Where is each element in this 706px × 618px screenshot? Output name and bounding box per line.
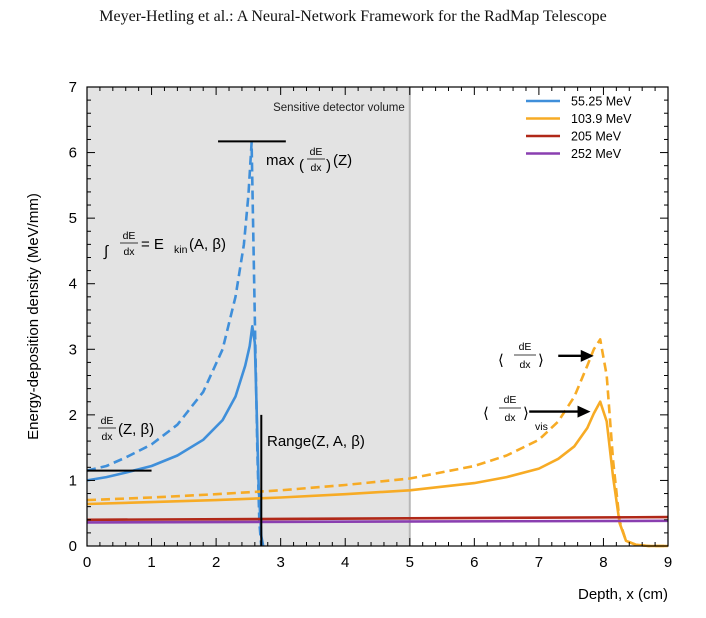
vis-right-bracket: ⟩ bbox=[523, 405, 529, 422]
x-tick-label: 7 bbox=[535, 554, 543, 571]
mean-right-bracket: ⟩ bbox=[538, 352, 544, 369]
y-tick-label: 4 bbox=[69, 276, 77, 293]
mean-left-bracket: ⟨ bbox=[498, 352, 504, 369]
legend-entry-label: 103.9 MeV bbox=[571, 112, 632, 126]
y-tick-label: 7 bbox=[69, 79, 77, 96]
max-argument: (Z) bbox=[333, 152, 352, 169]
vis-left-bracket: ⟨ bbox=[483, 405, 489, 422]
x-tick-label: 4 bbox=[341, 554, 349, 571]
x-tick-label: 0 bbox=[83, 554, 91, 571]
max-fraction-numerator: dE bbox=[310, 146, 323, 158]
series-0-solid-line bbox=[86, 325, 265, 547]
legend: 55.25 MeV 103.9 MeV 205 MeV 252 MeV bbox=[526, 95, 632, 161]
integral-annotation: ∫ dE dx = E kin (A, β) bbox=[103, 230, 226, 260]
initial-dedx-annotation: dE dx (Z, β) bbox=[98, 415, 154, 443]
x-tick-label: 9 bbox=[664, 554, 672, 571]
plot-frame bbox=[86, 86, 669, 547]
x-tick-label: 2 bbox=[212, 554, 220, 571]
y-tick-label: 0 bbox=[69, 538, 77, 555]
max-dedx-annotation: max dE dx ( ) (Z) bbox=[266, 146, 352, 174]
max-close-paren: ) bbox=[326, 157, 331, 174]
y-tick-label: 3 bbox=[69, 341, 77, 358]
vis-fraction-denominator: dx bbox=[504, 412, 516, 424]
page-header: Meyer-Hetling et al.: A Neural-Network F… bbox=[99, 8, 607, 25]
integral-fraction-numerator: dE bbox=[123, 230, 136, 242]
visible-dedx-annotation: ⟨ dE dx ⟩ vis bbox=[483, 394, 548, 433]
legend-entry-label: 252 MeV bbox=[571, 147, 622, 161]
series-layer bbox=[86, 141, 669, 548]
integral-arguments: (A, β) bbox=[189, 236, 226, 253]
legend-entry-label: 205 MeV bbox=[571, 130, 622, 144]
integral-fraction-denominator: dx bbox=[123, 246, 135, 258]
x-tick-label: 5 bbox=[406, 554, 414, 571]
mean-dedx-annotation: ⟨ dE dx ⟩ bbox=[498, 341, 544, 371]
max-open-paren: ( bbox=[299, 157, 304, 174]
x-tick-label: 6 bbox=[470, 554, 478, 571]
y-tick-label: 1 bbox=[69, 472, 77, 489]
sensitive-region bbox=[87, 87, 410, 546]
series-3-solid-line bbox=[86, 519, 669, 524]
max-function-label: max bbox=[266, 152, 295, 169]
x-axis-label: Depth, x (cm) bbox=[578, 586, 668, 603]
axis-ticks bbox=[86, 86, 669, 547]
x-tick-label: 1 bbox=[147, 554, 155, 571]
integral-sign: ∫ bbox=[103, 243, 110, 260]
series-1-solid-line bbox=[86, 400, 668, 548]
x-tick-label: 8 bbox=[599, 554, 607, 571]
axis-tick-labels: 0 1 2 3 4 5 6 7 8 9 0 1 2 3 4 5 6 7 bbox=[69, 79, 673, 571]
max-fraction-denominator: dx bbox=[310, 162, 322, 174]
y-tick-label: 5 bbox=[69, 210, 77, 227]
series-2-solid-line bbox=[86, 515, 669, 522]
range-annotation: Range(Z, A, β) bbox=[267, 433, 365, 450]
y-tick-label: 6 bbox=[69, 145, 77, 162]
legend-entry-label: 55.25 MeV bbox=[571, 95, 632, 109]
initial-fraction-denominator: dx bbox=[101, 431, 113, 443]
vis-arrow-head bbox=[577, 405, 591, 418]
y-tick-label: 2 bbox=[69, 407, 77, 424]
mean-fraction-denominator: dx bbox=[519, 359, 531, 371]
integral-rhs: = E bbox=[141, 236, 164, 253]
initial-fraction-numerator: dE bbox=[101, 415, 114, 427]
mean-fraction-numerator: dE bbox=[519, 341, 532, 353]
y-axis-label: Energy-deposition density (MeV/mm) bbox=[25, 193, 42, 440]
vis-fraction-numerator: dE bbox=[504, 394, 517, 406]
annotation-lines bbox=[87, 140, 594, 546]
mean-arrow-head bbox=[580, 349, 594, 362]
integral-subscript: kin bbox=[174, 244, 188, 256]
x-tick-label: 3 bbox=[276, 554, 284, 571]
initial-arguments: (Z, β) bbox=[118, 421, 154, 438]
vis-subscript: vis bbox=[535, 421, 548, 433]
sensitive-region-label: Sensitive detector volume bbox=[273, 102, 405, 114]
